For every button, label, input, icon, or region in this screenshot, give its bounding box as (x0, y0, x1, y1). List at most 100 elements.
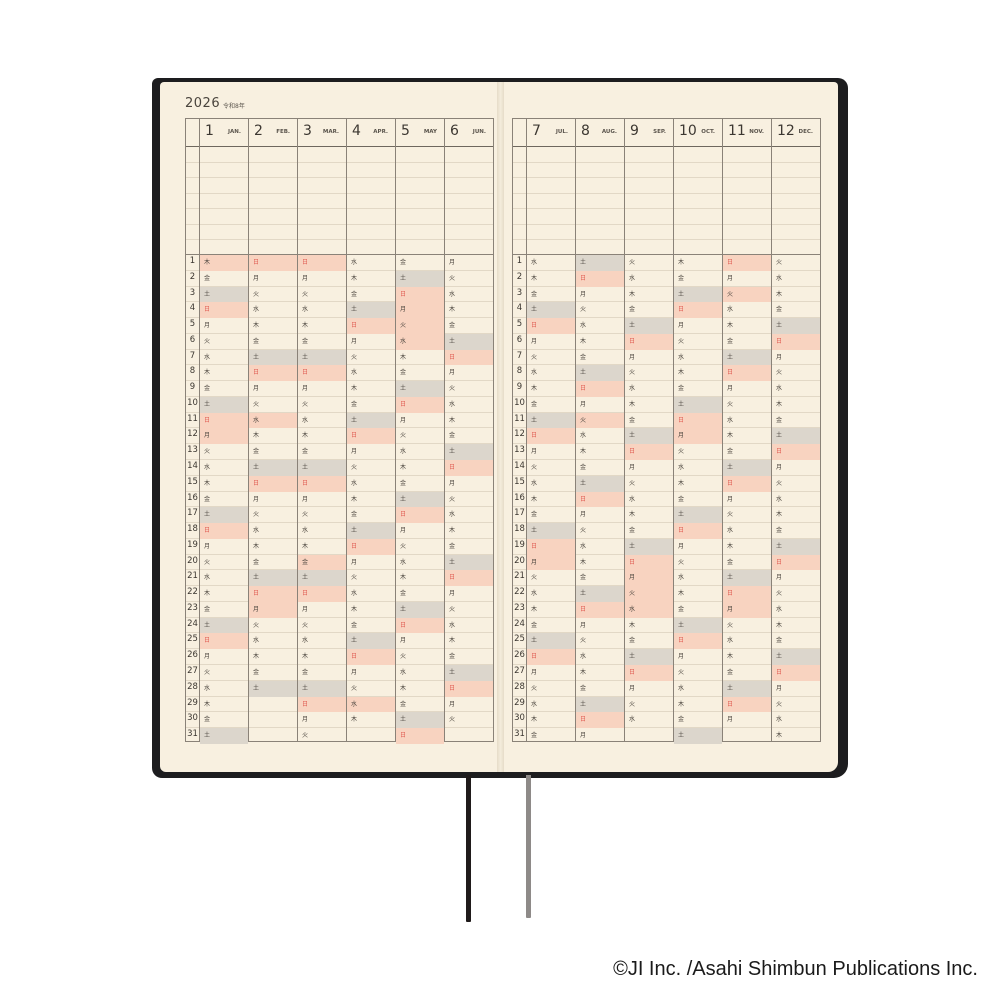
day-cell[interactable]: 月 (527, 334, 575, 350)
day-cell[interactable]: 水 (445, 618, 493, 634)
day-cell[interactable]: 木 (347, 492, 395, 508)
day-cell[interactable]: 土 (527, 523, 575, 539)
day-cell[interactable]: 木 (772, 507, 820, 523)
day-cell[interactable]: 木 (723, 318, 771, 334)
day-cell[interactable]: 木 (396, 350, 444, 366)
day-cell[interactable]: 日 (527, 428, 575, 445)
day-cell[interactable]: 月 (396, 302, 444, 319)
day-cell[interactable]: 木 (249, 428, 297, 444)
day-cell[interactable]: 月 (396, 633, 444, 649)
day-cell[interactable]: 月 (249, 271, 297, 287)
day-cell[interactable]: 土 (772, 318, 820, 334)
day-cell[interactable]: 木 (772, 618, 820, 634)
day-cell[interactable]: 火 (674, 334, 722, 350)
day-cell[interactable]: 金 (674, 271, 722, 287)
day-cell[interactable]: 月 (576, 507, 624, 523)
day-cell[interactable]: 水 (347, 365, 395, 381)
day-cell[interactable]: 月 (445, 586, 493, 602)
day-cell[interactable]: 土 (674, 728, 722, 744)
day-cell[interactable]: 水 (576, 649, 624, 665)
day-cell[interactable]: 金 (249, 444, 297, 460)
day-cell[interactable]: 金 (772, 413, 820, 429)
day-cell[interactable]: 木 (772, 728, 820, 744)
day-cell[interactable]: 金 (576, 570, 624, 586)
day-cell[interactable]: 火 (674, 665, 722, 681)
day-cell[interactable]: 火 (445, 271, 493, 287)
day-cell[interactable]: 木 (674, 476, 722, 492)
day-cell[interactable]: 火 (249, 397, 297, 413)
day-cell[interactable]: 日 (298, 365, 346, 382)
day-cell[interactable]: 木 (772, 397, 820, 413)
day-cell[interactable]: 木 (625, 397, 673, 413)
day-cell[interactable]: 金 (445, 649, 493, 665)
day-cell[interactable]: 木 (723, 539, 771, 555)
day-cell[interactable]: 日 (723, 255, 771, 271)
day-cell[interactable]: 木 (298, 428, 346, 444)
day-cell[interactable]: 水 (249, 412, 297, 429)
day-cell[interactable]: 日 (200, 523, 248, 539)
bookmark-ribbon-black[interactable] (466, 775, 471, 922)
day-cell[interactable]: 火 (200, 555, 248, 571)
day-cell[interactable]: 日 (445, 570, 493, 587)
day-cell[interactable]: 金 (298, 334, 346, 350)
day-cell[interactable]: 土 (772, 649, 820, 666)
day-cell[interactable]: 水 (576, 539, 624, 555)
day-cell[interactable]: 土 (625, 538, 673, 555)
day-cell[interactable]: 木 (576, 665, 624, 681)
day-cell[interactable]: 水 (249, 302, 297, 318)
day-cell[interactable]: 日 (527, 649, 575, 666)
day-cell[interactable]: 日 (249, 365, 297, 382)
day-cell[interactable]: 金 (723, 444, 771, 460)
day-cell[interactable]: 土 (674, 396, 722, 413)
day-cell[interactable]: 木 (723, 428, 771, 444)
day-cell[interactable]: 日 (445, 460, 493, 476)
day-cell[interactable]: 月 (527, 554, 575, 571)
day-cell[interactable]: 木 (347, 381, 395, 397)
day-cell[interactable]: 土 (249, 460, 297, 476)
day-cell[interactable]: 金 (396, 476, 444, 492)
day-cell[interactable]: 日 (625, 554, 673, 571)
day-cell[interactable]: 水 (200, 570, 248, 586)
day-cell[interactable]: 土 (674, 617, 722, 634)
day-cell[interactable]: 水 (200, 681, 248, 697)
day-cell[interactable]: 木 (445, 633, 493, 649)
day-cell[interactable]: 金 (249, 334, 297, 350)
day-cell[interactable]: 水 (625, 271, 673, 287)
day-cell[interactable]: 土 (298, 349, 346, 366)
day-cell[interactable]: 水 (527, 586, 575, 602)
day-cell[interactable]: 月 (396, 523, 444, 539)
day-cell[interactable]: 水 (625, 712, 673, 728)
day-cell[interactable]: 日 (527, 318, 575, 334)
day-cell[interactable]: 土 (396, 712, 444, 729)
day-cell[interactable]: 火 (298, 507, 346, 523)
day-cell[interactable]: 木 (527, 381, 575, 397)
day-cell[interactable]: 火 (347, 460, 395, 476)
day-cell[interactable]: 木 (396, 460, 444, 476)
day-cell[interactable]: 木 (576, 444, 624, 460)
day-cell[interactable]: 水 (625, 381, 673, 397)
day-cell[interactable]: 土 (200, 728, 248, 744)
day-cell[interactable]: 水 (347, 476, 395, 492)
day-cell[interactable]: 木 (527, 712, 575, 728)
day-cell[interactable]: 木 (445, 523, 493, 539)
day-cell[interactable]: 土 (347, 523, 395, 539)
day-cell[interactable]: 土 (396, 601, 444, 618)
day-cell[interactable]: 月 (772, 570, 820, 586)
day-cell[interactable]: 木 (445, 413, 493, 429)
day-cell[interactable]: 金 (200, 602, 248, 618)
day-cell[interactable]: 木 (396, 570, 444, 586)
day-cell[interactable]: 木 (298, 318, 346, 334)
day-cell[interactable]: 水 (445, 507, 493, 523)
day-cell[interactable]: 火 (396, 318, 444, 334)
day-cell[interactable]: 日 (674, 302, 722, 319)
day-cell[interactable]: 木 (249, 318, 297, 334)
day-cell[interactable]: 火 (200, 334, 248, 350)
day-cell[interactable]: 火 (298, 397, 346, 413)
day-cell[interactable]: 月 (674, 539, 722, 555)
day-cell[interactable]: 水 (527, 365, 575, 381)
day-cell[interactable]: 月 (527, 444, 575, 460)
day-cell[interactable]: 金 (576, 681, 624, 697)
day-cell[interactable]: 金 (200, 492, 248, 508)
day-cell[interactable]: 水 (200, 460, 248, 476)
day-cell[interactable]: 水 (723, 302, 771, 318)
